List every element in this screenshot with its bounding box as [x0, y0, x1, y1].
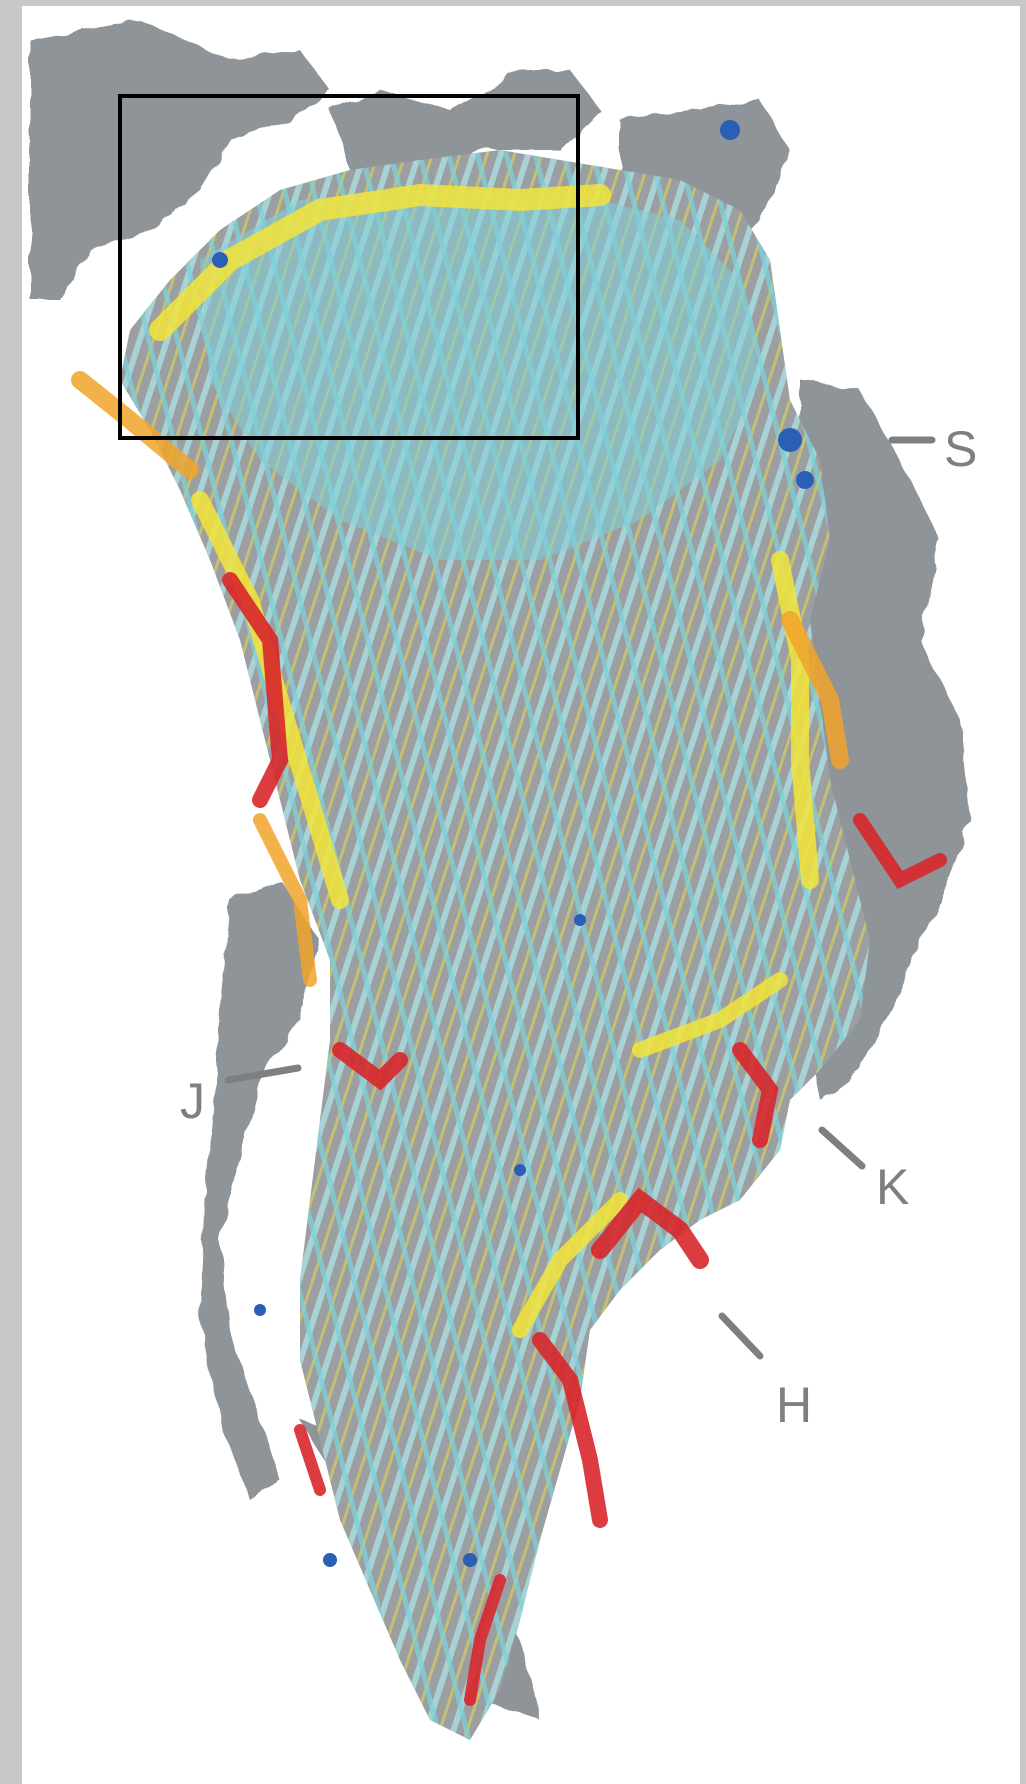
track-field-b [120, 150, 870, 1740]
label-j: J [180, 1073, 205, 1129]
label-k: K [876, 1159, 909, 1215]
label-s: S [944, 421, 977, 477]
label-h: H [776, 1377, 812, 1433]
leader-h [718, 1312, 764, 1360]
altimetry-tracks [120, 150, 870, 1740]
land-northeast [620, 100, 790, 260]
interior-cyan-plateau [200, 190, 760, 560]
leader-j [224, 1064, 302, 1084]
inset-box [118, 94, 580, 440]
thickening-blue-spots [212, 120, 814, 1567]
land-northwest [30, 20, 330, 300]
leader-k [818, 1126, 866, 1170]
thinning-red-zones [71, 371, 947, 1706]
land-west [200, 880, 320, 1500]
callout-leaders [224, 436, 936, 1360]
